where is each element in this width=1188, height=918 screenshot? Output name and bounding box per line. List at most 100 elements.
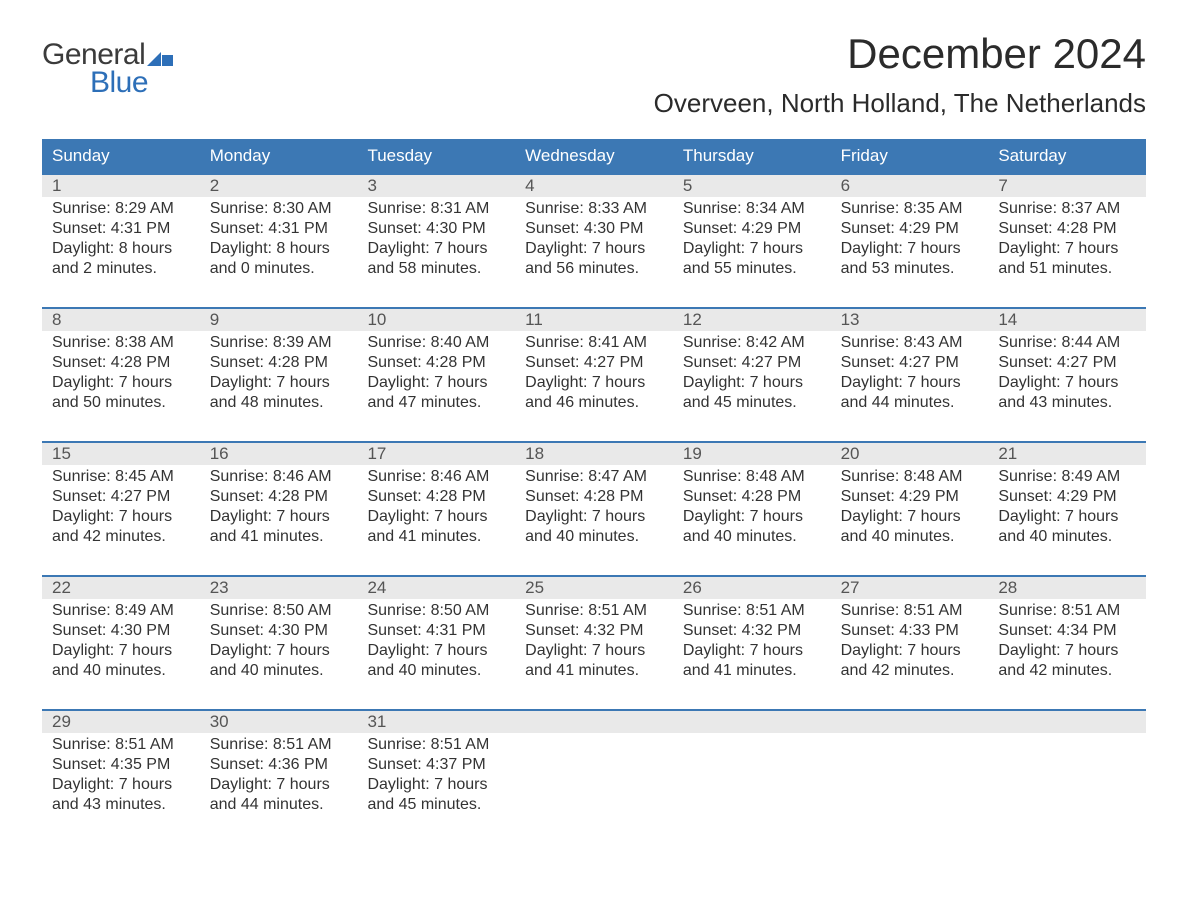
- calendar-day: 3Sunrise: 8:31 AMSunset: 4:30 PMDaylight…: [357, 175, 515, 293]
- daylight-text: Daylight: 7 hours and 50 minutes.: [52, 373, 190, 413]
- day-body: Sunrise: 8:31 AMSunset: 4:30 PMDaylight:…: [357, 197, 515, 283]
- sunset-text: Sunset: 4:28 PM: [210, 487, 348, 507]
- sunrise-text: Sunrise: 8:50 AM: [367, 601, 505, 621]
- calendar-day: 4Sunrise: 8:33 AMSunset: 4:30 PMDaylight…: [515, 175, 673, 293]
- flag-icon: [147, 48, 173, 66]
- sunrise-text: Sunrise: 8:31 AM: [367, 199, 505, 219]
- calendar-day: 1Sunrise: 8:29 AMSunset: 4:31 PMDaylight…: [42, 175, 200, 293]
- brand-logo: General Blue: [42, 38, 173, 100]
- daylight-text: Daylight: 7 hours and 42 minutes.: [998, 641, 1136, 681]
- day-number: 16: [200, 443, 358, 465]
- day-number: 30: [200, 711, 358, 733]
- sunset-text: Sunset: 4:33 PM: [841, 621, 979, 641]
- weekday-header: Sunday: [42, 139, 200, 173]
- day-body: Sunrise: 8:45 AMSunset: 4:27 PMDaylight:…: [42, 465, 200, 551]
- weekday-header: Saturday: [988, 139, 1146, 173]
- day-number: 14: [988, 309, 1146, 331]
- day-body: Sunrise: 8:51 AMSunset: 4:36 PMDaylight:…: [200, 733, 358, 819]
- day-number: 12: [673, 309, 831, 331]
- sunset-text: Sunset: 4:37 PM: [367, 755, 505, 775]
- calendar-week: 1Sunrise: 8:29 AMSunset: 4:31 PMDaylight…: [42, 173, 1146, 293]
- calendar-header-row: SundayMondayTuesdayWednesdayThursdayFrid…: [42, 139, 1146, 173]
- day-body: [988, 733, 1146, 739]
- day-body: [831, 733, 989, 739]
- sunset-text: Sunset: 4:28 PM: [367, 353, 505, 373]
- month-title: December 2024: [654, 30, 1146, 78]
- location-title: Overveen, North Holland, The Netherlands: [654, 88, 1146, 119]
- calendar-day: 31Sunrise: 8:51 AMSunset: 4:37 PMDayligh…: [357, 711, 515, 829]
- day-number: 15: [42, 443, 200, 465]
- day-body: Sunrise: 8:41 AMSunset: 4:27 PMDaylight:…: [515, 331, 673, 417]
- sunrise-text: Sunrise: 8:38 AM: [52, 333, 190, 353]
- day-number: 3: [357, 175, 515, 197]
- day-number: 17: [357, 443, 515, 465]
- calendar-day: 11Sunrise: 8:41 AMSunset: 4:27 PMDayligh…: [515, 309, 673, 427]
- day-number: [673, 711, 831, 733]
- daylight-text: Daylight: 7 hours and 47 minutes.: [367, 373, 505, 413]
- weekday-header: Wednesday: [515, 139, 673, 173]
- day-number: 19: [673, 443, 831, 465]
- calendar-day: [515, 711, 673, 829]
- daylight-text: Daylight: 7 hours and 53 minutes.: [841, 239, 979, 279]
- sunrise-text: Sunrise: 8:51 AM: [841, 601, 979, 621]
- sunrise-text: Sunrise: 8:49 AM: [52, 601, 190, 621]
- calendar-day: 22Sunrise: 8:49 AMSunset: 4:30 PMDayligh…: [42, 577, 200, 695]
- daylight-text: Daylight: 7 hours and 44 minutes.: [210, 775, 348, 815]
- calendar-day: 9Sunrise: 8:39 AMSunset: 4:28 PMDaylight…: [200, 309, 358, 427]
- day-number: 25: [515, 577, 673, 599]
- daylight-text: Daylight: 7 hours and 40 minutes.: [367, 641, 505, 681]
- sunset-text: Sunset: 4:28 PM: [52, 353, 190, 373]
- daylight-text: Daylight: 7 hours and 48 minutes.: [210, 373, 348, 413]
- daylight-text: Daylight: 7 hours and 41 minutes.: [367, 507, 505, 547]
- sunrise-text: Sunrise: 8:45 AM: [52, 467, 190, 487]
- daylight-text: Daylight: 7 hours and 43 minutes.: [52, 775, 190, 815]
- calendar-week: 22Sunrise: 8:49 AMSunset: 4:30 PMDayligh…: [42, 575, 1146, 695]
- day-number: 7: [988, 175, 1146, 197]
- sunrise-text: Sunrise: 8:51 AM: [210, 735, 348, 755]
- calendar-day: 8Sunrise: 8:38 AMSunset: 4:28 PMDaylight…: [42, 309, 200, 427]
- day-number: 23: [200, 577, 358, 599]
- sunrise-text: Sunrise: 8:49 AM: [998, 467, 1136, 487]
- day-body: Sunrise: 8:51 AMSunset: 4:32 PMDaylight:…: [515, 599, 673, 685]
- calendar-day: [673, 711, 831, 829]
- weekday-header: Friday: [831, 139, 989, 173]
- day-body: Sunrise: 8:48 AMSunset: 4:28 PMDaylight:…: [673, 465, 831, 551]
- sunset-text: Sunset: 4:29 PM: [841, 487, 979, 507]
- sunset-text: Sunset: 4:29 PM: [998, 487, 1136, 507]
- calendar-day: 6Sunrise: 8:35 AMSunset: 4:29 PMDaylight…: [831, 175, 989, 293]
- daylight-text: Daylight: 8 hours and 2 minutes.: [52, 239, 190, 279]
- sunset-text: Sunset: 4:30 PM: [52, 621, 190, 641]
- day-body: Sunrise: 8:34 AMSunset: 4:29 PMDaylight:…: [673, 197, 831, 283]
- daylight-text: Daylight: 7 hours and 45 minutes.: [367, 775, 505, 815]
- day-number: 29: [42, 711, 200, 733]
- sunset-text: Sunset: 4:30 PM: [525, 219, 663, 239]
- day-body: Sunrise: 8:38 AMSunset: 4:28 PMDaylight:…: [42, 331, 200, 417]
- sunrise-text: Sunrise: 8:41 AM: [525, 333, 663, 353]
- calendar-day: 17Sunrise: 8:46 AMSunset: 4:28 PMDayligh…: [357, 443, 515, 561]
- daylight-text: Daylight: 7 hours and 40 minutes.: [525, 507, 663, 547]
- day-body: Sunrise: 8:46 AMSunset: 4:28 PMDaylight:…: [200, 465, 358, 551]
- calendar-day: 29Sunrise: 8:51 AMSunset: 4:35 PMDayligh…: [42, 711, 200, 829]
- day-body: Sunrise: 8:51 AMSunset: 4:32 PMDaylight:…: [673, 599, 831, 685]
- sunset-text: Sunset: 4:32 PM: [525, 621, 663, 641]
- calendar-day: 2Sunrise: 8:30 AMSunset: 4:31 PMDaylight…: [200, 175, 358, 293]
- day-body: Sunrise: 8:51 AMSunset: 4:34 PMDaylight:…: [988, 599, 1146, 685]
- calendar-day: 24Sunrise: 8:50 AMSunset: 4:31 PMDayligh…: [357, 577, 515, 695]
- day-body: Sunrise: 8:44 AMSunset: 4:27 PMDaylight:…: [988, 331, 1146, 417]
- sunset-text: Sunset: 4:31 PM: [52, 219, 190, 239]
- day-body: Sunrise: 8:43 AMSunset: 4:27 PMDaylight:…: [831, 331, 989, 417]
- day-body: Sunrise: 8:49 AMSunset: 4:29 PMDaylight:…: [988, 465, 1146, 551]
- sunset-text: Sunset: 4:27 PM: [841, 353, 979, 373]
- day-number: 8: [42, 309, 200, 331]
- sunrise-text: Sunrise: 8:50 AM: [210, 601, 348, 621]
- calendar-day: 30Sunrise: 8:51 AMSunset: 4:36 PMDayligh…: [200, 711, 358, 829]
- sunrise-text: Sunrise: 8:43 AM: [841, 333, 979, 353]
- day-number: 5: [673, 175, 831, 197]
- daylight-text: Daylight: 7 hours and 40 minutes.: [683, 507, 821, 547]
- sunset-text: Sunset: 4:27 PM: [683, 353, 821, 373]
- day-number: [831, 711, 989, 733]
- sunset-text: Sunset: 4:32 PM: [683, 621, 821, 641]
- daylight-text: Daylight: 8 hours and 0 minutes.: [210, 239, 348, 279]
- day-number: 11: [515, 309, 673, 331]
- day-number: 13: [831, 309, 989, 331]
